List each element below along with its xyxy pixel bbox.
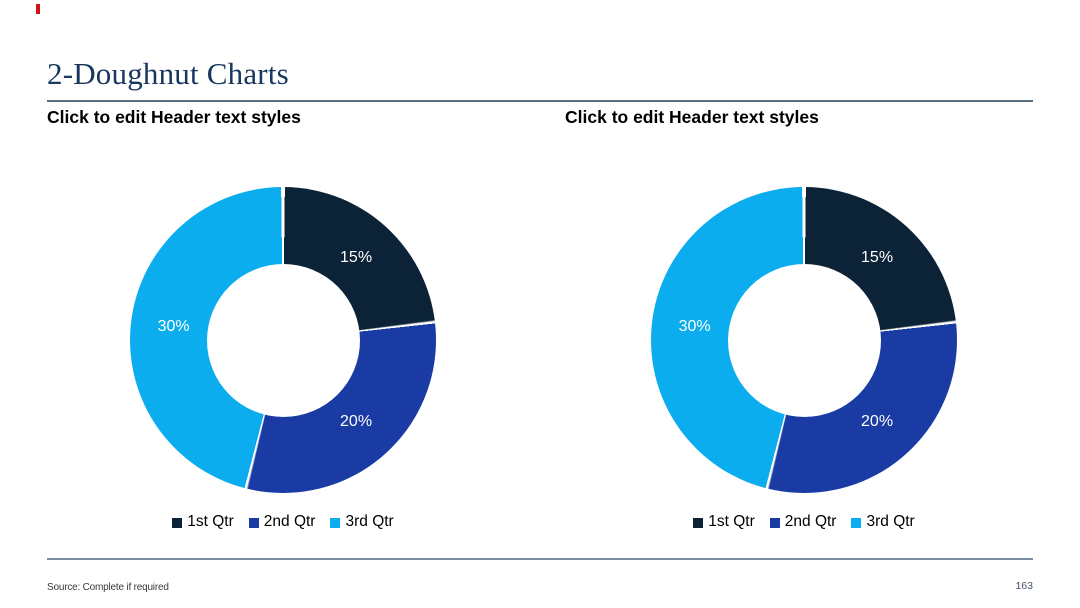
legend-swatch-1st-qtr-icon [693, 517, 704, 528]
legend-label: 1st Qtr [708, 513, 755, 530]
legend-swatch-2nd-qtr-icon [769, 517, 780, 528]
legend-item-2nd-qtr[interactable]: 2nd Qtr [248, 513, 316, 531]
doughnut-hole [206, 263, 360, 417]
chart-legend-right[interactable]: 1st Qtr 2nd Qtr 3rd Qtr [651, 513, 957, 531]
slide-accent-marker [36, 4, 40, 14]
legend-label: 3rd Qtr [345, 513, 394, 530]
chart-header-left[interactable]: Click to edit Header text styles [47, 107, 301, 127]
legend-label: 1st Qtr [187, 513, 234, 530]
legend-item-1st-qtr[interactable]: 1st Qtr [693, 513, 755, 531]
legend-item-3rd-qtr[interactable]: 3rd Qtr [851, 513, 915, 531]
slice-label-2nd-qtr: 20% [340, 413, 373, 431]
slice-label-2nd-qtr: 20% [861, 413, 894, 431]
legend-label: 2nd Qtr [263, 513, 316, 530]
doughnut-hole [727, 263, 881, 417]
chart-legend-left[interactable]: 1st Qtr 2nd Qtr 3rd Qtr [130, 513, 436, 531]
legend-swatch-1st-qtr-icon [172, 517, 183, 528]
slice-label-1st-qtr: 15% [861, 248, 894, 266]
title-divider [47, 100, 1033, 102]
legend-item-3rd-qtr[interactable]: 3rd Qtr [330, 513, 394, 531]
source-note[interactable]: Source: Complete if required [47, 582, 169, 593]
slice-label-1st-qtr: 15% [340, 248, 373, 266]
footer-divider [47, 558, 1033, 560]
page-number: 163 [1015, 580, 1033, 592]
slice-label-3rd-qtr: 30% [678, 317, 711, 335]
doughnut-chart-right[interactable]: 15% 20% 30% [651, 187, 957, 493]
doughnut-chart-left[interactable]: 15% 20% 30% [130, 187, 436, 493]
legend-item-2nd-qtr[interactable]: 2nd Qtr [769, 513, 837, 531]
slide-title[interactable]: 2-Doughnut Charts [47, 56, 289, 91]
legend-label: 3rd Qtr [866, 513, 915, 530]
legend-label: 2nd Qtr [784, 513, 837, 530]
legend-item-1st-qtr[interactable]: 1st Qtr [172, 513, 234, 531]
slice-label-3rd-qtr: 30% [157, 317, 190, 335]
chart-header-right[interactable]: Click to edit Header text styles [565, 107, 819, 127]
legend-swatch-2nd-qtr-icon [248, 517, 259, 528]
legend-swatch-3rd-qtr-icon [330, 517, 341, 528]
legend-swatch-3rd-qtr-icon [851, 517, 862, 528]
